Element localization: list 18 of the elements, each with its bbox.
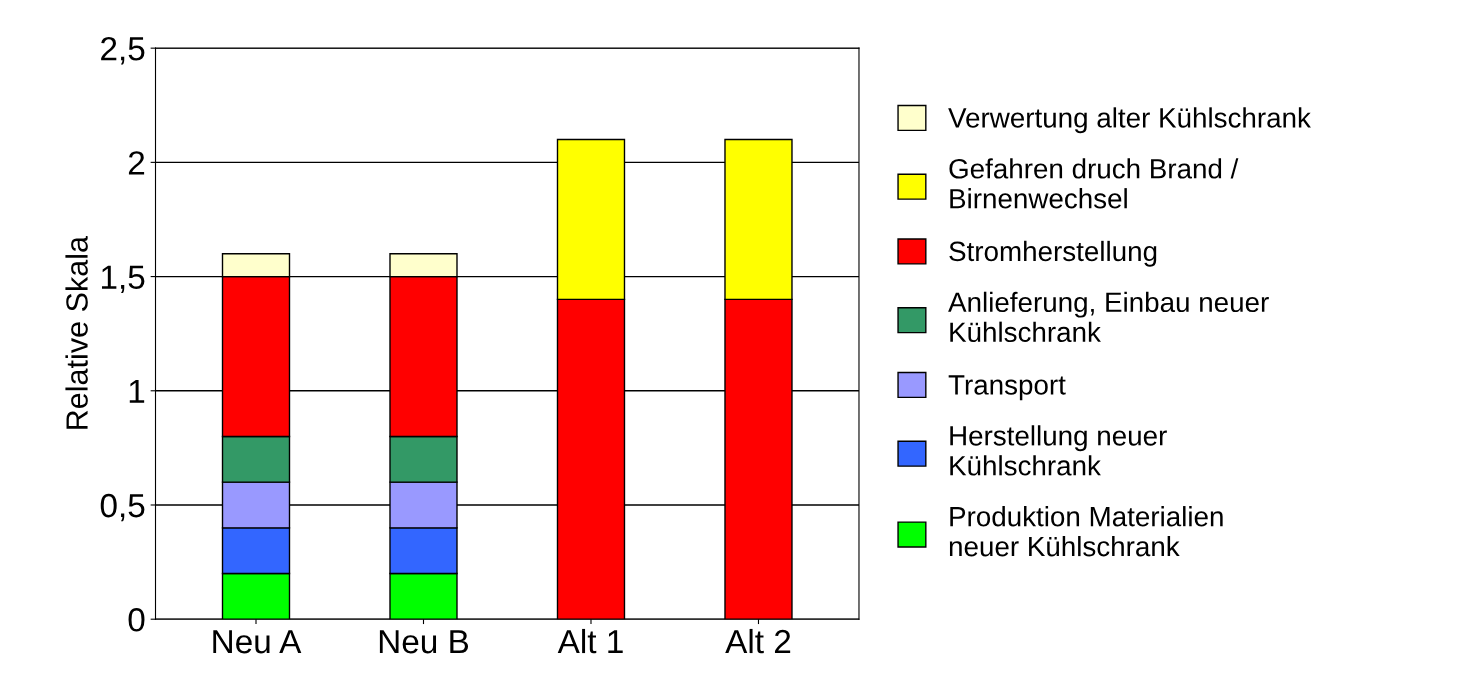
legend-label: Verwertung alter Kühlschrank [948, 107, 1311, 134]
y-tick-label: 2 [128, 151, 145, 175]
legend-label: Transport [948, 375, 1066, 401]
legend-label: Gefahren druch Brand / Birnenwechsel [949, 158, 1239, 209]
legend-label: Stromherstellung [949, 240, 1157, 267]
legend-label: Anlieferung, Einbau neuer Kühlschrank [948, 291, 1269, 343]
x-tick-label: Neu B [379, 630, 469, 654]
x-tick-label: Alt 2 [725, 628, 791, 654]
x-tick-label: Neu A [213, 630, 302, 654]
y-axis-title: Relative Skala [65, 236, 88, 429]
y-tick-label: 0 [128, 608, 145, 632]
x-tick-label: Alt 1 [557, 628, 623, 654]
legend-label: Produktion Materialien neuer Kühlschrank [949, 506, 1223, 557]
y-tick-label: 1,5 [101, 265, 145, 293]
y-tick-label: 2,5 [101, 36, 145, 65]
y-tick-label: 0,5 [100, 493, 145, 522]
y-tick-label: 1 [129, 379, 145, 403]
legend-label: Herstellung neuer Kühlschrank [950, 425, 1167, 476]
